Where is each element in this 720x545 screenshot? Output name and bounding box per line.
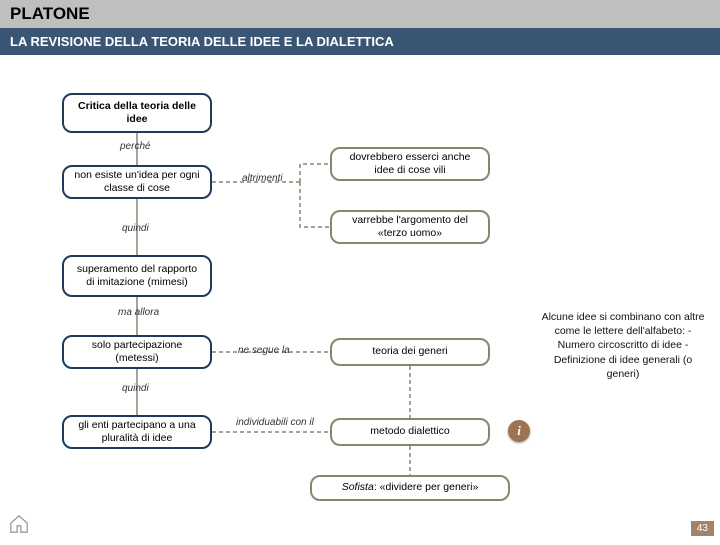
- page-number: 43: [691, 521, 714, 536]
- edge-label-e3: quindi: [122, 223, 149, 234]
- edge-label-e4: ma allora: [118, 307, 159, 318]
- edge-label-e2: altrimenti: [242, 173, 283, 184]
- node-n8: gli enti partecipano a una pluralità di …: [62, 415, 212, 449]
- home-icon[interactable]: [8, 514, 30, 534]
- node-n5: superamento del rapporto di imitazione (…: [62, 255, 212, 297]
- side-note: Alcune idee si combinano con altre come …: [538, 310, 708, 381]
- edge-label-e5: ne segue la: [238, 345, 290, 356]
- node-n4: varrebbe l'argomento del «terzo uomo»: [330, 210, 490, 244]
- edge-label-e1: perché: [120, 141, 151, 152]
- edge-label-e6: quindi: [122, 383, 149, 394]
- edge-label-e7: individuabili con il: [236, 417, 314, 428]
- node-n7: teoria dei generi: [330, 338, 490, 366]
- node-n6: solo partecipazione (metessi): [62, 335, 212, 369]
- node-n9: metodo dialettico: [330, 418, 490, 446]
- node-n10: Sofista: «dividere per generi»: [310, 475, 510, 501]
- page-subtitle: LA REVISIONE DELLA TEORIA DELLE IDEE E L…: [10, 34, 394, 49]
- info-icon[interactable]: i: [508, 420, 530, 442]
- subtitle-bar: LA REVISIONE DELLA TEORIA DELLE IDEE E L…: [0, 28, 720, 55]
- node-n1: Critica della teoria delle idee: [62, 93, 212, 133]
- diagram-canvas: Critica della teoria delle idee non esist…: [0, 55, 720, 545]
- page-title: PLATONE: [10, 4, 90, 23]
- node-n3: dovrebbero esserci anche idee di cose vi…: [330, 147, 490, 181]
- title-bar: PLATONE: [0, 0, 720, 28]
- node-n2: non esiste un'idea per ogni classe di co…: [62, 165, 212, 199]
